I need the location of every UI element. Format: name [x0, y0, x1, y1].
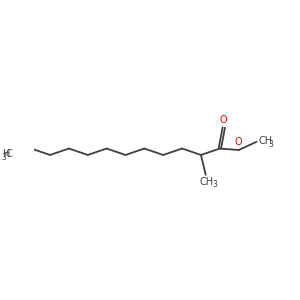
Text: H: H [3, 149, 11, 159]
Text: CH: CH [200, 176, 214, 187]
Text: 3: 3 [1, 153, 6, 162]
Text: 3: 3 [268, 140, 273, 149]
Text: O: O [235, 137, 242, 147]
Text: O: O [220, 115, 228, 125]
Text: CH: CH [259, 136, 273, 146]
Text: C: C [5, 149, 12, 159]
Text: 3: 3 [212, 180, 217, 189]
